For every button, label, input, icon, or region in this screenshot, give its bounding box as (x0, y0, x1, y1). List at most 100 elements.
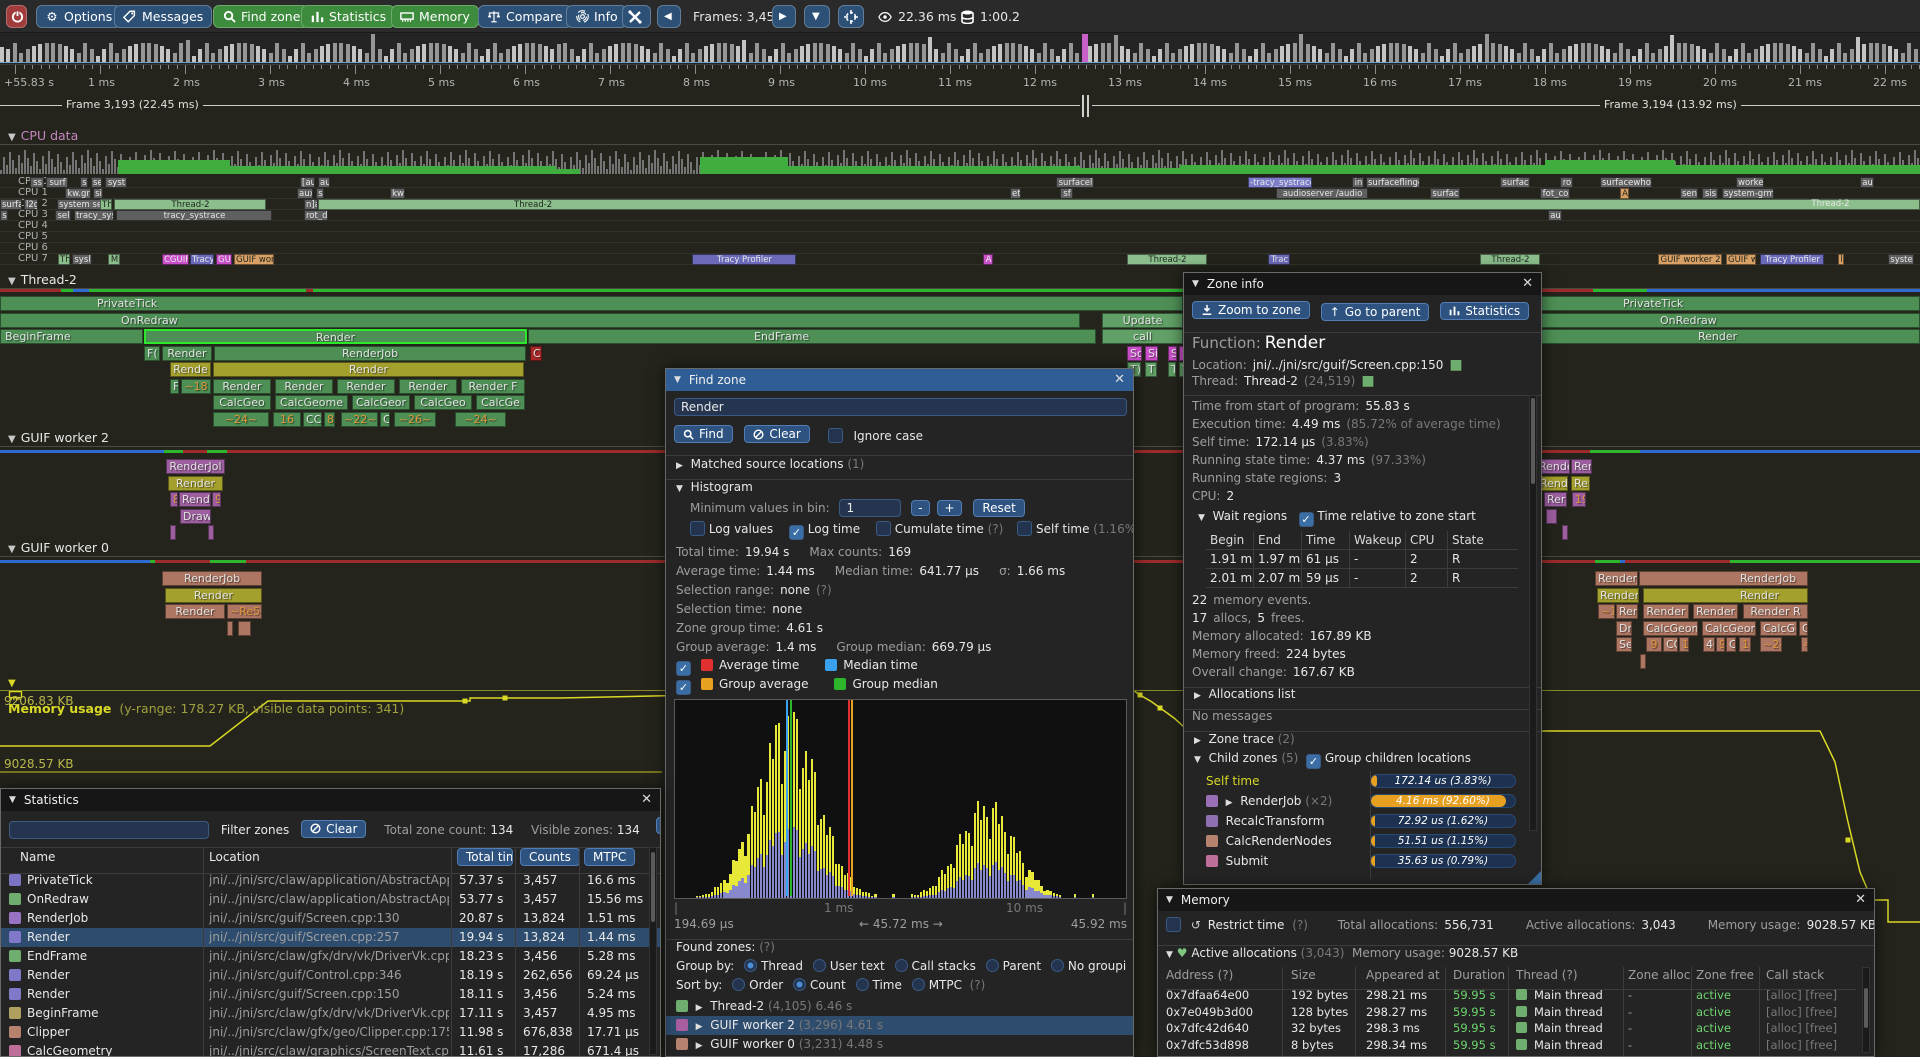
frame-bar[interactable] (1484, 34, 1489, 62)
cpu-row-label[interactable]: CPU 5 (18, 231, 48, 242)
frame-bar[interactable] (1324, 53, 1329, 62)
frame-bar[interactable] (486, 49, 491, 62)
frames-overview[interactable] (0, 33, 1920, 64)
frame-bar[interactable] (224, 46, 228, 62)
frame-bar[interactable] (1388, 43, 1393, 62)
cumulate-time-checkbox[interactable] (875, 521, 891, 536)
timeline-zone[interactable]: 4 (1801, 637, 1808, 652)
frame-bar[interactable] (1452, 43, 1457, 62)
cpu-zone-chip[interactable]: GUIF worker 2 (1658, 254, 1722, 265)
timeline-zone[interactable]: Rer (1544, 492, 1567, 507)
cpu-zone-chip[interactable]: fot_co (1540, 188, 1570, 199)
timeline-zone[interactable]: 10 (1739, 637, 1751, 652)
frame-bar[interactable] (1356, 43, 1361, 62)
allocation-row[interactable]: 0x7dfc53d898 8 bytes 298.34 ms 59.95 s Main … (1166, 1037, 1838, 1052)
frame-bar[interactable] (448, 46, 452, 62)
frame-bar[interactable] (505, 49, 510, 62)
cpu-zone-chip[interactable]: au (318, 177, 330, 188)
frame-bar[interactable] (1427, 43, 1432, 62)
timeline-zone[interactable]: Render (213, 378, 271, 394)
frame-bar[interactable] (352, 46, 356, 62)
timeline-zone[interactable]: 9 (212, 492, 221, 507)
frame-bar[interactable] (416, 46, 420, 62)
frame-bar[interactable] (512, 46, 516, 62)
frame-bar[interactable] (1068, 43, 1073, 62)
zoom-to-zone-button[interactable]: Zoom to zone (1192, 301, 1310, 319)
memory-col-zone-free[interactable]: Zone free (1696, 968, 1755, 982)
legend-checkbox[interactable]: ✓ (676, 661, 691, 676)
timeline-zone[interactable]: Draw (180, 508, 211, 524)
frame-bar[interactable] (172, 53, 177, 62)
frame-bar[interactable] (1024, 46, 1028, 62)
frame-bar[interactable] (1420, 53, 1425, 62)
frame-bar[interactable] (659, 43, 664, 62)
frame-bar[interactable] (294, 49, 299, 62)
frame-bar[interactable] (755, 43, 760, 62)
timeline-zone[interactable]: F (170, 378, 179, 394)
frame-bar[interactable] (1555, 53, 1560, 62)
cpu-zone-chip[interactable]: ss (30, 177, 44, 188)
close-icon[interactable]: ✕ (641, 792, 652, 807)
frame-bar[interactable] (1190, 44, 1195, 62)
cpu-zone-chip[interactable]: sis (1702, 188, 1718, 199)
frame-bar[interactable] (1248, 56, 1252, 62)
col-total-time[interactable]: Total tim (457, 848, 513, 866)
cpu-zone-chip[interactable]: au (1860, 177, 1874, 188)
frame-bar[interactable] (1350, 49, 1355, 62)
frame-bar[interactable] (761, 49, 766, 62)
col-location[interactable]: Location (209, 850, 260, 864)
cpu-row-label[interactable]: CPU 6 (18, 242, 48, 253)
statistics-row[interactable]: Clipper jni/../jni/src/claw/gfx/geo/Clipp… (1, 1023, 660, 1042)
active-allocations-toggle[interactable]: ▼ ♥ Active allocations (3,043) Memory us… (1166, 946, 1519, 960)
frame-bar[interactable] (454, 49, 459, 62)
frame-bar[interactable] (364, 53, 369, 62)
cpu-zone-chip[interactable]: syste (1888, 254, 1914, 265)
timeline-zone[interactable]: Ren (1571, 475, 1590, 491)
frame-bar[interactable] (243, 43, 248, 62)
cpu-zone-chip[interactable]: rot_d (304, 210, 328, 221)
find-zone-titlebar[interactable]: ▼ Find zone ✕ (666, 369, 1133, 391)
timeline-zone[interactable]: Render (1537, 329, 1920, 344)
frame-bar[interactable] (19, 53, 24, 62)
cpu-zone-chip[interactable]: l (1838, 254, 1844, 265)
cpu-zone-chip[interactable]: tracy_sys (74, 210, 114, 221)
frame-bar[interactable] (851, 43, 856, 62)
frame-bar[interactable] (646, 49, 651, 62)
memory-col-appeared-at[interactable]: Appeared at (1366, 968, 1440, 982)
filter-zones-input[interactable] (9, 821, 209, 839)
frame-bar[interactable] (1196, 43, 1201, 62)
frame-bar[interactable] (1638, 49, 1643, 62)
frame-bar[interactable] (1363, 53, 1368, 62)
frame-bar[interactable] (825, 44, 830, 62)
statistics-row[interactable]: Render jni/../jni/src/guif/Screen.cpp:150… (1, 985, 660, 1004)
radio-parent[interactable] (985, 959, 999, 972)
statistics-button[interactable]: Statistics (301, 5, 396, 28)
frame-bar[interactable] (736, 46, 740, 62)
frame-bar[interactable] (652, 53, 657, 62)
timeline-zone[interactable]: CalcGeo (213, 395, 271, 410)
frame-bar[interactable] (422, 44, 427, 62)
frame-bar[interactable] (1126, 49, 1131, 62)
cpu-zone-chip[interactable]: Thread-2 (1127, 254, 1207, 265)
cpu-zone-chip[interactable]: A (983, 254, 993, 265)
frame-bar[interactable] (768, 56, 772, 62)
frame-bar[interactable] (1561, 49, 1566, 62)
compare-button[interactable]: Compare (478, 5, 572, 28)
frame-bar[interactable] (774, 49, 779, 62)
cpu-zone-chip[interactable]: CGUIF (162, 254, 189, 265)
frame-bar[interactable] (256, 46, 260, 62)
memory-col-size[interactable]: Size (1291, 968, 1316, 982)
frame-bar[interactable] (1894, 49, 1899, 62)
frame-bar[interactable] (1676, 43, 1681, 62)
frame-bar[interactable] (896, 46, 900, 62)
frame-bar[interactable] (160, 46, 164, 62)
frame-bar[interactable] (819, 43, 824, 62)
frame-bar[interactable] (236, 43, 241, 62)
cpu-zone-chip[interactable]: GUIF wor (234, 254, 274, 265)
frame-bar[interactable] (953, 49, 958, 62)
frame-bar[interactable] (793, 49, 798, 62)
radio-mtpc[interactable] (911, 978, 925, 991)
timeline-zone[interactable]: Render R (1743, 604, 1808, 619)
frame-bar[interactable] (1753, 49, 1758, 62)
cpu-zone-chip[interactable]: [au (300, 177, 315, 188)
